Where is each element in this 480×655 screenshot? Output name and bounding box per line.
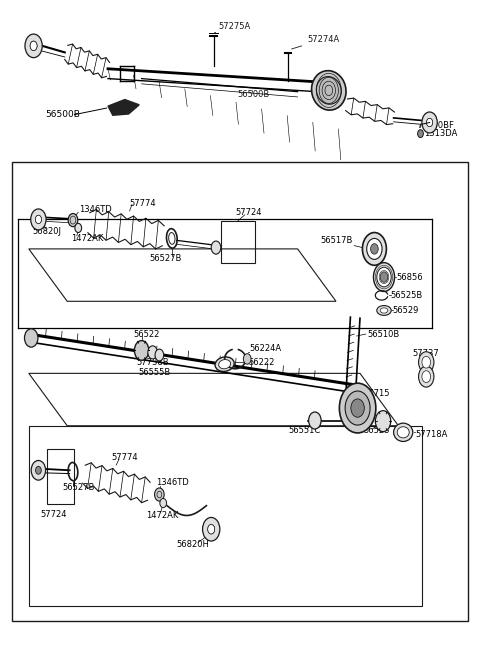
Circle shape bbox=[155, 349, 164, 361]
Text: 56522: 56522 bbox=[133, 329, 160, 339]
Text: 56224A: 56224A bbox=[250, 344, 282, 353]
Text: 1430BF: 1430BF bbox=[422, 121, 454, 130]
Circle shape bbox=[68, 214, 78, 227]
Circle shape bbox=[148, 346, 157, 359]
Text: 56525B: 56525B bbox=[391, 291, 423, 300]
Bar bbox=[221, 221, 255, 263]
Ellipse shape bbox=[380, 308, 388, 313]
Ellipse shape bbox=[316, 77, 341, 104]
Polygon shape bbox=[108, 100, 139, 115]
Text: 57737: 57737 bbox=[413, 349, 440, 358]
Circle shape bbox=[160, 498, 167, 508]
Ellipse shape bbox=[312, 71, 346, 110]
Circle shape bbox=[243, 354, 251, 364]
Circle shape bbox=[367, 238, 382, 259]
Text: 56500B: 56500B bbox=[46, 110, 81, 119]
Circle shape bbox=[362, 233, 386, 265]
Text: 57774: 57774 bbox=[111, 453, 138, 462]
Text: 57724: 57724 bbox=[41, 510, 67, 519]
Circle shape bbox=[422, 356, 431, 368]
Text: 56527B: 56527B bbox=[150, 254, 182, 263]
Bar bbox=[47, 449, 74, 504]
Circle shape bbox=[208, 525, 215, 534]
Text: 56500B: 56500B bbox=[238, 90, 270, 100]
Ellipse shape bbox=[397, 427, 409, 438]
Circle shape bbox=[309, 412, 321, 429]
Circle shape bbox=[211, 241, 221, 254]
Circle shape bbox=[36, 215, 41, 223]
Text: 57275A: 57275A bbox=[215, 22, 251, 33]
Circle shape bbox=[418, 130, 423, 138]
Text: 56222: 56222 bbox=[249, 358, 275, 367]
Bar bbox=[12, 162, 468, 621]
Ellipse shape bbox=[394, 423, 413, 441]
Bar bbox=[29, 426, 422, 606]
Text: 1472AK: 1472AK bbox=[71, 234, 103, 243]
Text: 56551C: 56551C bbox=[288, 426, 320, 436]
Ellipse shape bbox=[215, 357, 234, 371]
Text: 56820J: 56820J bbox=[33, 227, 61, 236]
Circle shape bbox=[36, 215, 41, 223]
Circle shape bbox=[36, 466, 41, 474]
Circle shape bbox=[373, 263, 395, 291]
Ellipse shape bbox=[377, 305, 391, 316]
Text: 1313DA: 1313DA bbox=[424, 129, 458, 138]
Circle shape bbox=[422, 371, 431, 383]
Ellipse shape bbox=[219, 360, 230, 369]
Circle shape bbox=[208, 525, 215, 534]
Circle shape bbox=[339, 383, 376, 433]
Text: 57738B: 57738B bbox=[137, 358, 169, 367]
Text: 57274A: 57274A bbox=[292, 35, 339, 49]
Circle shape bbox=[345, 391, 370, 425]
Text: 56527B: 56527B bbox=[62, 483, 95, 493]
Text: 56529: 56529 bbox=[393, 306, 419, 315]
Text: 1472AK: 1472AK bbox=[146, 511, 179, 520]
Ellipse shape bbox=[168, 233, 175, 244]
Circle shape bbox=[377, 267, 391, 287]
Text: 56523: 56523 bbox=[364, 426, 390, 436]
Text: 56555B: 56555B bbox=[138, 367, 170, 377]
Circle shape bbox=[30, 41, 37, 50]
Circle shape bbox=[427, 119, 432, 126]
Circle shape bbox=[375, 411, 391, 432]
Text: 57718A: 57718A bbox=[415, 430, 447, 439]
Circle shape bbox=[134, 341, 149, 360]
Circle shape bbox=[203, 517, 220, 541]
Text: 56820H: 56820H bbox=[177, 540, 209, 550]
Text: 56517B: 56517B bbox=[321, 236, 353, 245]
Circle shape bbox=[427, 119, 432, 126]
Circle shape bbox=[75, 223, 82, 233]
Circle shape bbox=[30, 41, 37, 50]
Circle shape bbox=[371, 244, 378, 254]
Text: 56856: 56856 bbox=[396, 272, 423, 282]
Circle shape bbox=[380, 272, 388, 282]
Circle shape bbox=[155, 488, 164, 501]
Text: 57724: 57724 bbox=[235, 208, 262, 217]
Circle shape bbox=[419, 352, 434, 373]
Circle shape bbox=[419, 366, 434, 387]
Text: 56510B: 56510B bbox=[367, 329, 399, 339]
Text: 57774: 57774 bbox=[130, 198, 156, 208]
Circle shape bbox=[24, 329, 38, 347]
Circle shape bbox=[25, 34, 42, 58]
Circle shape bbox=[351, 399, 364, 417]
Text: 1346TD: 1346TD bbox=[79, 205, 112, 214]
Text: 1346TD: 1346TD bbox=[156, 478, 189, 487]
Circle shape bbox=[31, 209, 46, 230]
Circle shape bbox=[422, 112, 437, 133]
Circle shape bbox=[31, 460, 46, 480]
Text: 57715: 57715 bbox=[364, 388, 390, 398]
